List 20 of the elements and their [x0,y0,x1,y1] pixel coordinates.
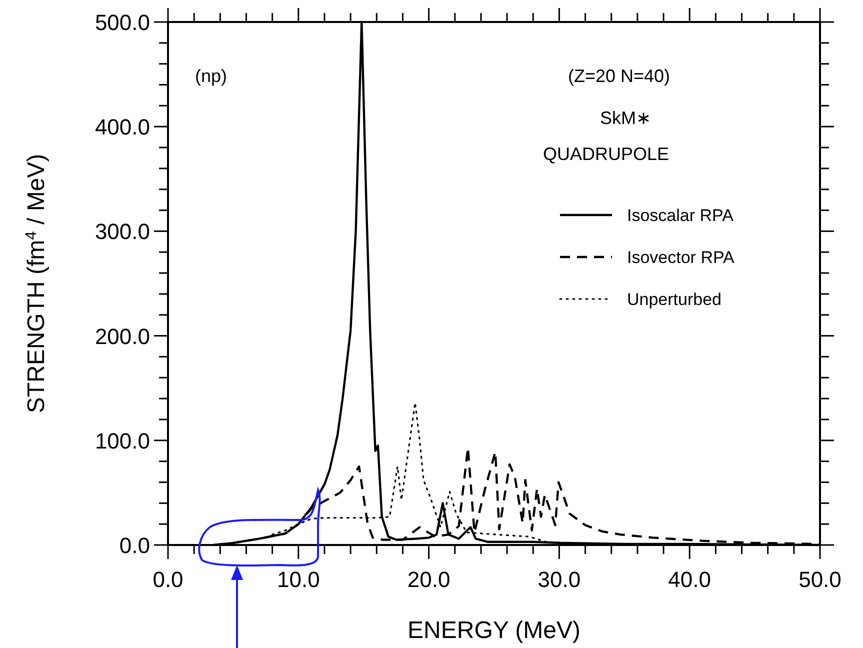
x-tick-label: 10.0 [276,567,320,592]
annotation: (np) [195,66,228,86]
y-tick-label: 400.0 [94,114,150,140]
annotation: QUADRUPOLE [543,144,670,164]
x-tick-label: 30.0 [538,567,581,592]
y-tick-label: 300.0 [94,219,150,244]
annotation: (Z=20 N=40) [568,66,670,86]
y-tick-label: 100.0 [94,428,150,454]
y-tick-label: 200.0 [94,324,150,349]
x-axis-title: ENERGY (MeV) [408,617,580,644]
y-tick-label: 0.0 [119,533,150,558]
x-tick-label: 40.0 [668,567,712,592]
legend-label: Unperturbed [627,290,722,309]
x-tick-label: 0.0 [152,567,184,592]
y-tick-label: 500.0 [94,10,150,35]
legend-label: Isovector RPA [627,248,736,267]
legend-label: Isoscalar RPA [627,206,734,225]
annotation: SkM∗ [600,108,651,128]
x-tick-label: 20.0 [407,567,450,592]
x-tick-label: 50.0 [798,567,842,592]
